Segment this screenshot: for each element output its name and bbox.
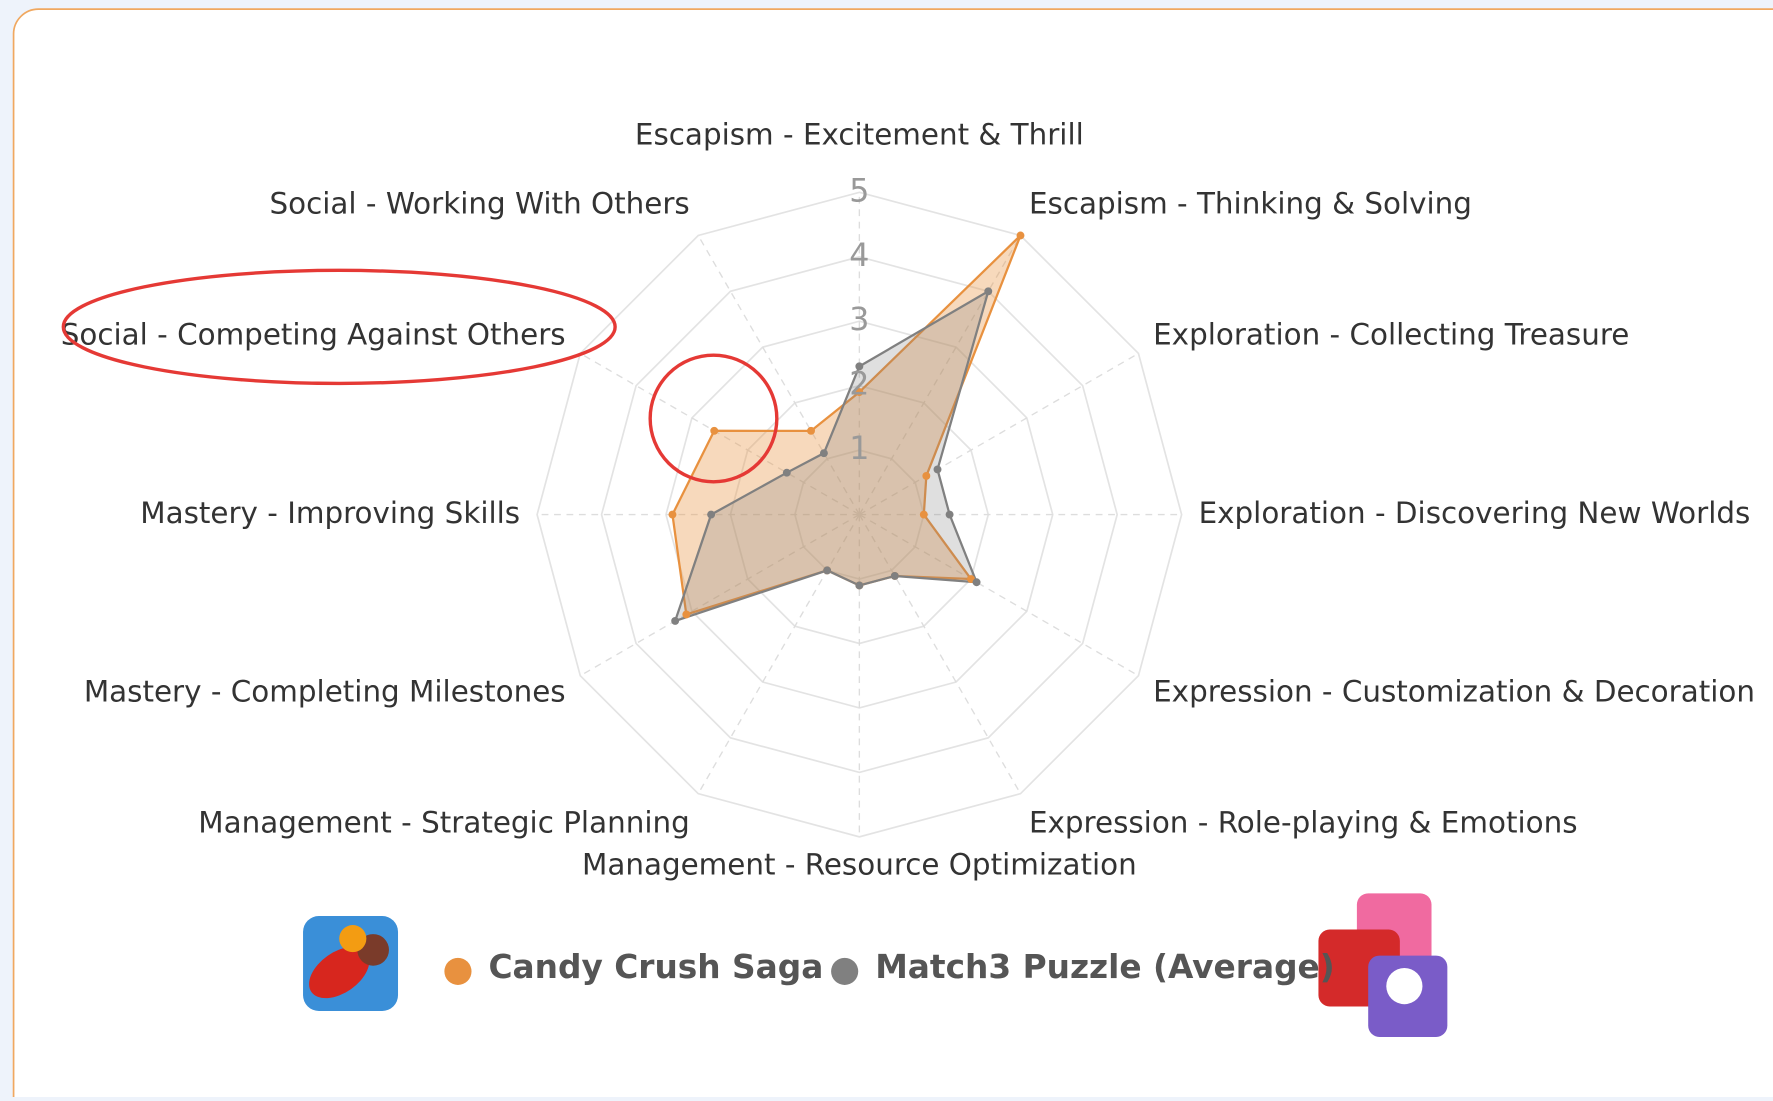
data-point bbox=[671, 616, 680, 625]
legend-swatch bbox=[444, 957, 472, 985]
highlight-ellipse bbox=[61, 268, 617, 386]
data-point bbox=[855, 388, 864, 397]
data-point bbox=[807, 426, 815, 435]
card bbox=[12, 8, 1773, 1101]
data-point bbox=[782, 468, 791, 477]
category-label: Social - Working With Others bbox=[269, 187, 689, 221]
data-point bbox=[682, 610, 691, 619]
spoke bbox=[579, 352, 860, 516]
category-label: Exploration - Collecting Treasure bbox=[1153, 317, 1629, 351]
category-label: Expression - Role-playing & Emotions bbox=[1029, 806, 1578, 840]
category-label: Expression - Customization & Decoration bbox=[1153, 675, 1755, 709]
r-tick-label: 4 bbox=[849, 238, 869, 274]
spoke bbox=[859, 513, 1139, 677]
data-point bbox=[972, 578, 981, 587]
grid-ring bbox=[600, 255, 1119, 774]
r-tick-label: 5 bbox=[849, 173, 869, 209]
data-point bbox=[984, 287, 993, 296]
marks bbox=[668, 231, 1025, 625]
legend: Candy Crush Saga Match3 Puzzle (Average) bbox=[444, 948, 1335, 986]
labels: 1 2 3 4 5 Escapism - Excitement & Thrill Escap… bbox=[61, 117, 1755, 881]
data-point bbox=[707, 510, 716, 519]
spoke bbox=[858, 514, 1022, 795]
category-label: Social - Competing Against Others bbox=[61, 317, 566, 351]
category-label: Mastery - Improving Skills bbox=[140, 496, 520, 530]
data-point bbox=[823, 566, 832, 575]
data-point bbox=[1016, 231, 1025, 240]
category-label: Escapism - Excitement & Thrill bbox=[635, 117, 1084, 151]
category-label: Mastery - Completing Milestones bbox=[84, 675, 566, 709]
data-point bbox=[710, 426, 719, 435]
r-tick-label: 2 bbox=[849, 367, 869, 403]
r-tick-label: 3 bbox=[849, 302, 869, 338]
data-point bbox=[945, 510, 954, 519]
category-label: Management - Resource Optimization bbox=[582, 848, 1137, 882]
data-point bbox=[890, 572, 899, 580]
data-point bbox=[919, 510, 928, 519]
spoke bbox=[697, 514, 860, 795]
legend-label: Match3 Puzzle (Average) bbox=[875, 948, 1335, 986]
category-label: Management - Strategic Planning bbox=[198, 806, 689, 840]
spoke bbox=[859, 352, 1139, 516]
icon-candy bbox=[303, 915, 399, 1011]
icon-match3 bbox=[1318, 893, 1448, 1037]
grid bbox=[536, 191, 1183, 838]
category-label: Exploration - Discovering New Worlds bbox=[1199, 496, 1751, 530]
category-label: Escapism - Thinking & Solving bbox=[1029, 187, 1472, 221]
data-point bbox=[855, 581, 864, 590]
data-point bbox=[855, 362, 864, 371]
data-point bbox=[819, 449, 828, 458]
data-point bbox=[933, 465, 942, 474]
spoke bbox=[697, 235, 860, 515]
data-point bbox=[922, 471, 931, 480]
data-point bbox=[668, 510, 677, 519]
spoke bbox=[858, 235, 1022, 515]
spoke bbox=[579, 513, 860, 677]
legend-swatch bbox=[831, 957, 859, 985]
legend-label: Candy Crush Saga bbox=[488, 948, 823, 986]
r-tick-label: 1 bbox=[849, 431, 869, 467]
highlight-circle bbox=[648, 353, 779, 484]
